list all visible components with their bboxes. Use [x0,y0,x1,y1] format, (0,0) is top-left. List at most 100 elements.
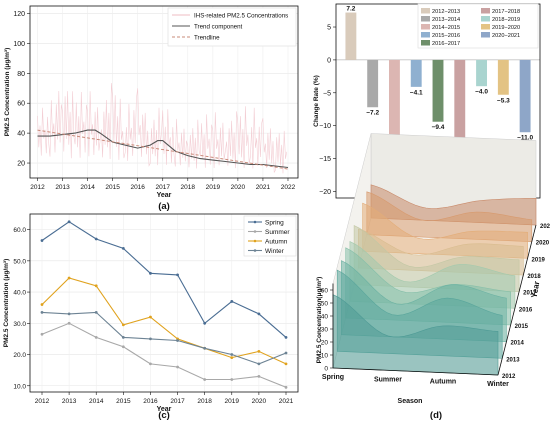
bar-value-label: 7.2 [346,6,355,13]
point-spring [203,321,207,325]
bar-value-label: −9.4 [432,124,445,131]
legend-marker [253,239,257,243]
plot-frame [29,5,299,179]
x-tick-label: 2012 [35,398,50,405]
legend-label: 2018−2019 [492,17,520,23]
point-autumn [121,323,125,327]
x-tick-label: 2013 [55,184,70,191]
vertical-tick-label: 10 [321,353,329,360]
y-tick-label: 40.0 [13,290,26,297]
point-spring [257,312,261,316]
point-autumn [94,284,98,288]
y-tick-label: −20 [319,189,331,196]
bar-2014−2015 [389,59,400,171]
bar-value-label: −7.2 [366,110,379,117]
y-tick-label: 10.0 [13,383,26,390]
y-axis-label: PM2.5 Concentration (μg/m³) [4,48,11,136]
x-tick-label: 2018 [181,184,196,191]
season-axis-label: Season [398,398,423,405]
year-tick-label: 2019 [532,257,546,263]
panel-label-d: (d) [430,410,442,421]
legend-swatch [421,16,430,22]
x-tick-label: 2016 [130,184,145,191]
point-spring [284,335,288,339]
point-winter [40,310,44,314]
y-tick-label: 20 [17,161,25,168]
point-summer [149,362,152,366]
point-winter [257,362,261,366]
season-tick-label: Summer [374,376,402,383]
legend-label: 2019−2020 [492,25,520,31]
x-tick-label: 2016 [143,398,158,405]
legend-label: 2020−2021 [492,33,520,39]
x-tick-label: 2014 [80,184,95,191]
legend: IHS-related PM2.5 Concentrations Trend co… [167,7,297,47]
season-tick-label: Autumn [430,379,456,386]
x-tick-label: 2021 [279,398,294,405]
legend-label: 2013−2014 [432,17,460,23]
ribbon-2020 [366,191,533,243]
x-tick-label: 2019 [206,184,221,191]
legend-box [243,215,297,257]
x-axis-label: Year [157,192,172,199]
vertical-tick-label: 50 [321,301,329,308]
legend-box [417,3,539,49]
trendline [37,129,289,170]
point-winter [149,337,152,341]
x-tick-label: 2019 [225,398,240,405]
legend-swatch [421,32,430,38]
point-winter [230,353,234,356]
point-summer [94,335,98,339]
x-tick-label: 2014 [89,398,104,405]
bar-2019−2020 [497,59,509,95]
x-tick-label: 2012 [30,184,45,191]
legend-label-raw: IHS-related PM2.5 Concentrations [194,13,288,20]
legend-swatch [481,24,490,30]
panel-c: 10.0 20.0 30.0 40.0 50.0 60.0 2012 2013 2014 2015… [3,213,299,421]
series-line-spring [41,221,287,338]
point-winter [284,351,288,355]
legend-label: Autumn [265,239,288,246]
y-axis-label: Change Rate (%) [313,75,320,127]
point-autumn [149,315,152,319]
legend-swatch [421,8,430,14]
x-tick-label: 2020 [252,398,267,405]
year-tick-label: 2013 [506,357,520,363]
point-summer [284,385,288,389]
legend-label: Spring [265,220,284,227]
legend-label-trend-component: Trend component [194,24,243,31]
year-tick-label: 2015 [515,324,529,330]
bar-value-label: −5.3 [497,97,510,104]
point-spring [94,237,98,241]
bar-2017−2018 [454,59,466,187]
year-axis-label: Year [530,280,542,298]
vertical-tick-label: 30 [321,327,329,334]
legend-swatch [421,40,430,46]
y-tick-label: 20.0 [13,352,26,359]
y-tick-label: −10 [319,123,331,130]
x-tick-label: 2018 [197,398,212,405]
bar-2016−2017 [432,59,444,122]
y-tick-label: 30.0 [13,321,26,328]
y-tick-label: −15 [319,156,331,163]
legend-label: Winter [265,248,285,255]
ribbon-2012 [332,294,499,376]
point-summer [230,378,234,381]
legend-label: 2017−2018 [492,9,520,15]
point-autumn [284,362,288,366]
year-tick-label: 2021 [540,224,550,230]
point-summer [121,345,125,349]
x-tick-label: 2017 [156,184,171,191]
point-winter [94,310,98,314]
point-spring [40,239,44,242]
point-winter [176,339,179,342]
point-summer [40,332,44,336]
bar-2012−2013 [345,12,357,60]
legend-swatch [481,16,490,22]
bar-2020−2021 [519,59,531,133]
legend-swatch [421,24,430,30]
x-tick-label: 2022 [281,184,296,191]
panel-label-a: (a) [158,201,170,212]
bar-2018−2019 [476,59,487,87]
